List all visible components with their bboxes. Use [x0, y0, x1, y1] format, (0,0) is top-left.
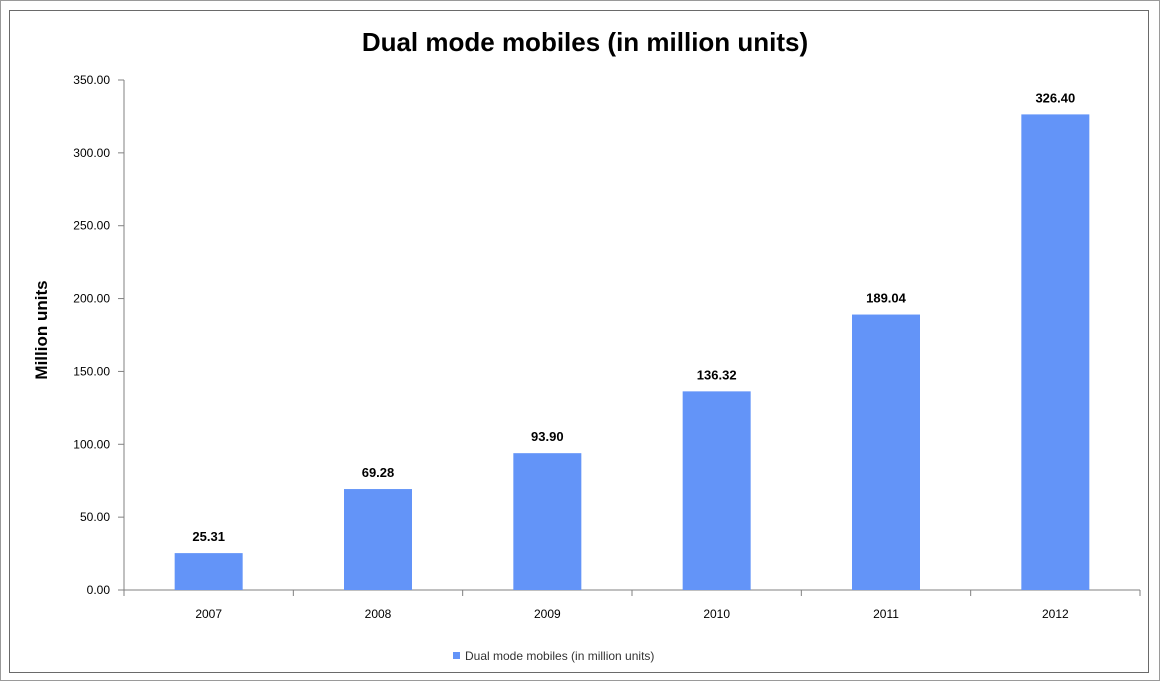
data-label: 69.28 [362, 465, 395, 480]
axes: 0.00 50.00 100.00 150.00 200.00 250.00 300.00 3… [73, 73, 1141, 597]
y-tick-label: 350.00 [73, 73, 110, 87]
x-tick-label: 2008 [365, 607, 392, 621]
x-tick-label: 2012 [1042, 607, 1069, 621]
bar-2012 [1021, 114, 1090, 590]
bar-2010 [682, 391, 751, 590]
y-tick-label: 300.00 [73, 146, 110, 160]
y-tick-label: 200.00 [73, 292, 110, 306]
bar-2007 [174, 553, 243, 590]
data-label: 93.90 [531, 429, 564, 444]
data-label: 25.31 [192, 529, 225, 544]
legend: Dual mode mobiles (in million units) [453, 649, 654, 663]
data-label: 136.32 [697, 367, 737, 382]
legend-swatch [453, 652, 460, 659]
bars: 25.31 2007 69.28 2008 93.90 2009 136.32 2010 189… [174, 90, 1090, 621]
y-tick-label: 100.00 [73, 437, 110, 451]
y-tick-label: 0.00 [87, 583, 111, 597]
x-tick-label: 2010 [703, 607, 730, 621]
y-tick-label: 250.00 [73, 219, 110, 233]
chart-title: Dual mode mobiles (in million units) [362, 27, 808, 57]
x-tick-label: 2011 [873, 607, 899, 621]
bar-2008 [344, 489, 412, 590]
x-tick-label: 2007 [195, 607, 222, 621]
data-label: 326.40 [1035, 90, 1075, 105]
y-tick-label: 50.00 [80, 510, 110, 524]
bar-2009 [513, 453, 582, 590]
x-tick-label: 2009 [534, 607, 561, 621]
legend-label: Dual mode mobiles (in million units) [465, 649, 654, 663]
y-axis-label: Million units [32, 280, 51, 379]
y-tick-label: 150.00 [73, 364, 110, 378]
bar-2011 [852, 314, 920, 590]
data-label: 189.04 [866, 291, 907, 306]
